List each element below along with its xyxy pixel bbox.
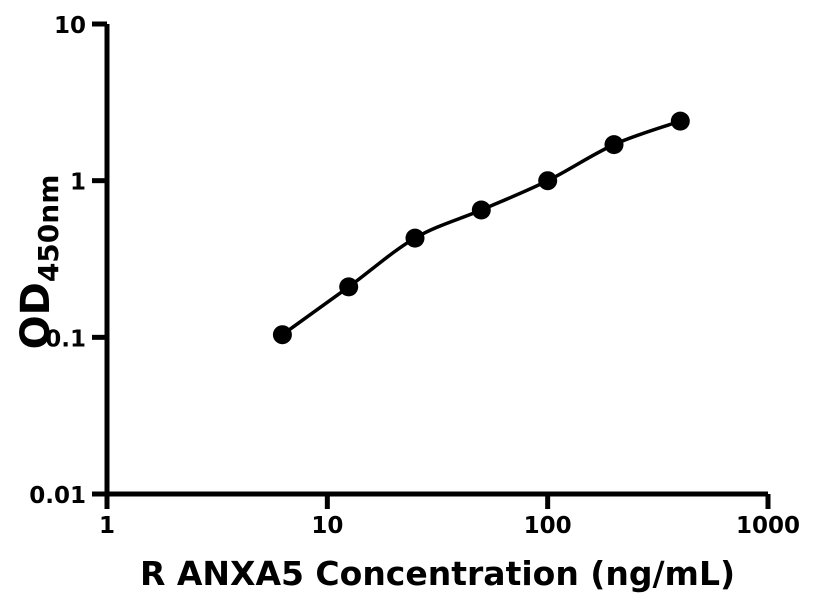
data-point: [670, 111, 690, 131]
data-point: [538, 171, 558, 191]
y-axis-title: OD450nm: [13, 175, 65, 350]
x-axis-title: R ANXA5 Concentration (ng/mL): [139, 554, 736, 593]
y-tick-label: 0.01: [29, 483, 86, 509]
data-point: [471, 200, 491, 220]
y-tick-label: 10: [54, 13, 86, 39]
x-tick-label: 100: [524, 513, 572, 539]
data-point: [604, 135, 624, 155]
data-point: [405, 228, 425, 248]
fit-curve: [281, 119, 681, 337]
y-axis-title-text: OD: [13, 282, 59, 350]
x-tick-label: 1000: [736, 513, 800, 539]
y-axis-title-subscript: 450nm: [32, 174, 65, 283]
axis-spines: [104, 24, 768, 497]
data-point: [339, 277, 359, 297]
x-tick-label: 1: [99, 513, 115, 539]
y-tick-label: 0.1: [45, 326, 86, 352]
data-point: [272, 325, 292, 345]
x-tick-label: 10: [311, 513, 343, 539]
y-tick-label: 1: [70, 170, 86, 196]
